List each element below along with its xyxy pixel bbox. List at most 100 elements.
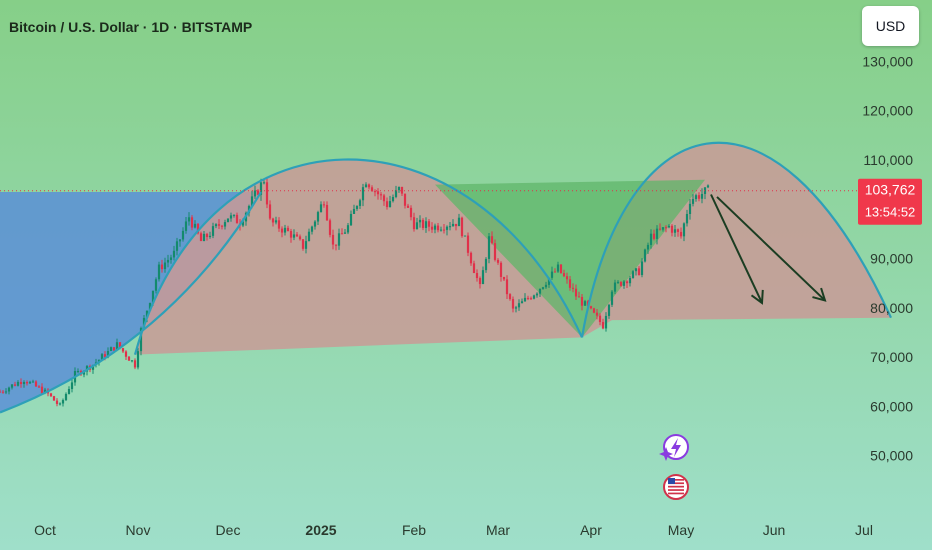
current-price-text: 103,762 [865,182,916,198]
candle-body [403,193,407,206]
candle-body [199,233,203,242]
candle-body [178,239,182,242]
current-price-label: 103,762 13:54:52 [858,178,922,225]
candle-body [685,213,689,224]
candle-body [1,391,5,393]
candle-body [181,230,185,240]
candle-body [151,290,155,303]
candle-body [541,287,545,289]
candle-body [346,225,350,233]
candle-body [679,231,683,237]
candle-body [643,249,647,262]
candle-body [289,231,293,238]
candle-body [430,226,434,230]
candle-body [382,195,386,202]
candle-body [610,291,614,305]
candle-body [100,354,104,360]
candle-body [355,205,359,209]
candle-body [373,191,377,193]
candle-body [109,347,113,351]
candle-body [217,224,221,226]
candle-body [583,301,587,306]
x-axis: Oct Nov Dec 2025 Feb Mar Apr May Jun Jul [34,522,873,538]
candle-body [640,261,644,275]
chart-title: Bitcoin / U.S. Dollar · 1D · BITSTAMP [9,19,253,35]
projection-arrow-head [812,287,827,302]
candle-body [220,225,224,227]
candle-body [256,190,260,195]
projection-arrow-line [710,194,763,304]
candle-body [343,232,347,234]
candle-body [547,277,551,285]
candle-body [277,220,281,229]
candle-body [241,221,245,226]
candle-body [67,389,71,394]
candle-body [337,233,341,246]
candle-body [286,227,290,232]
candle-body [469,252,473,264]
candle-body [307,231,311,242]
candle-body [688,203,692,214]
candle-body [340,233,344,235]
candle-body [22,382,26,385]
candle-body [148,302,152,311]
y-tick-label: 120,000 [862,103,913,119]
candle-body [370,187,374,192]
currency-button[interactable]: USD [862,6,919,46]
candle-body [406,205,410,208]
candle-body [556,264,560,272]
candle-body [193,223,197,228]
candle-body [592,308,596,313]
event-icons [659,434,689,500]
candle-body [691,199,695,204]
candle-body [451,223,455,227]
candle-body [544,284,548,288]
candle-body [601,322,605,329]
candle-body [70,382,74,390]
candle-body [136,351,140,368]
candle-body [565,276,569,280]
countdown-text: 13:54:52 [865,205,916,220]
y-tick-label: 80,000 [870,300,913,316]
candle-body [28,381,32,384]
candle-body [559,264,563,274]
candle-body [649,233,653,245]
candle-body [280,228,284,233]
candle-body [19,381,23,385]
candle-body [298,236,302,240]
candle-body [646,244,650,250]
y-tick-label: 70,000 [870,349,913,365]
candle-body [391,197,395,202]
candle-body [505,279,509,295]
candle-body [568,279,572,288]
candle-body [577,296,581,298]
candle-body [412,217,416,230]
candle-body [154,279,158,291]
candle-body [310,226,314,232]
candle-body [682,223,686,237]
candle-body [163,262,167,270]
candle-body [58,403,62,405]
candle-body [595,312,599,316]
candle-body [76,370,80,372]
candle-body [364,184,368,188]
candle-body [16,381,20,386]
candle-body [502,276,506,280]
right-arch-curve [580,141,892,338]
candle-body [175,241,179,251]
candle-body [361,187,365,201]
candle-body [304,241,308,249]
candle-body [454,223,458,227]
candle-body [64,393,68,401]
candle-body [397,186,401,191]
candle-body [196,223,200,234]
candle-body [463,235,467,237]
candle-body [478,278,482,285]
candle-body [271,218,275,223]
candle-body [7,387,11,392]
candle-body [259,182,263,195]
candle-body [262,182,266,184]
candle-body [490,236,494,244]
